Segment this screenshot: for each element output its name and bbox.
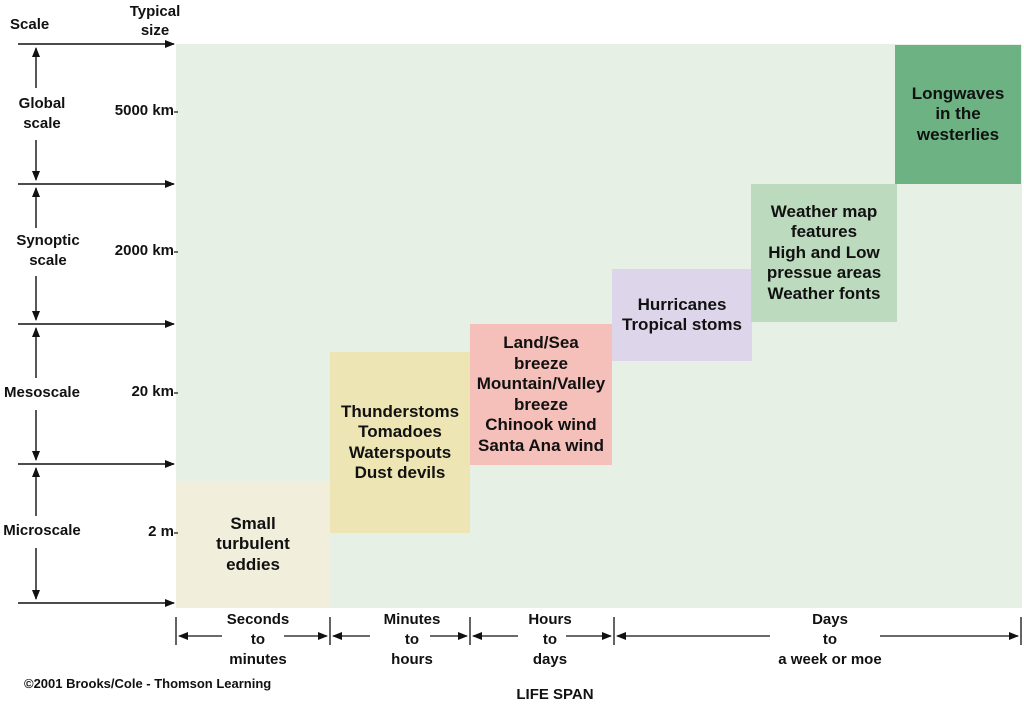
life-span-brackets <box>175 617 1022 645</box>
box-longwaves: Longwaves in the westerlies <box>895 45 1021 184</box>
scale-name-mesoscale: Mesoscale <box>4 384 80 401</box>
life-span-seconds-minutes: Seconds to minutes <box>226 611 290 668</box>
box-microscale-eddies: Small turbulent eddies <box>176 481 330 608</box>
scale-name-microscale: Microscale <box>3 522 81 539</box>
life-span-axis-title: LIFE SPAN <box>516 686 594 703</box>
scale-name-synoptic: Synoptic scale <box>16 232 80 269</box>
box-synoptic-features: Weather map features High and Low pressu… <box>751 184 897 322</box>
scale-header: Scale <box>10 16 50 33</box>
size-label-synoptic: 2000 km <box>114 242 174 259</box>
typical-size-header: Typical size <box>129 3 181 39</box>
size-label-microscale: 2 m <box>148 523 174 540</box>
life-span-days-week: Days to a week or moe <box>778 611 882 668</box>
scale-boundary-arrows <box>18 40 175 607</box>
scale-name-global: Global scale <box>18 95 66 132</box>
size-label-mesoscale: 20 km <box>131 383 174 400</box>
copyright-notice: ©2001 Brooks/Cole - Thomson Learning <box>24 676 272 691</box>
box-mesoscale-storms: Thunderstoms Tomadoes Waterspouts Dust d… <box>330 352 470 533</box>
size-label-global: 5000 km <box>114 102 174 119</box>
life-span-minutes-hours: Minutes to hours <box>383 611 441 668</box>
box-local-winds: Land/Sea breeze Mountain/Valley breeze C… <box>470 324 612 465</box>
box-hurricanes: Hurricanes Tropical stoms <box>612 269 752 361</box>
life-span-hours-days: Hours to days <box>528 611 572 668</box>
